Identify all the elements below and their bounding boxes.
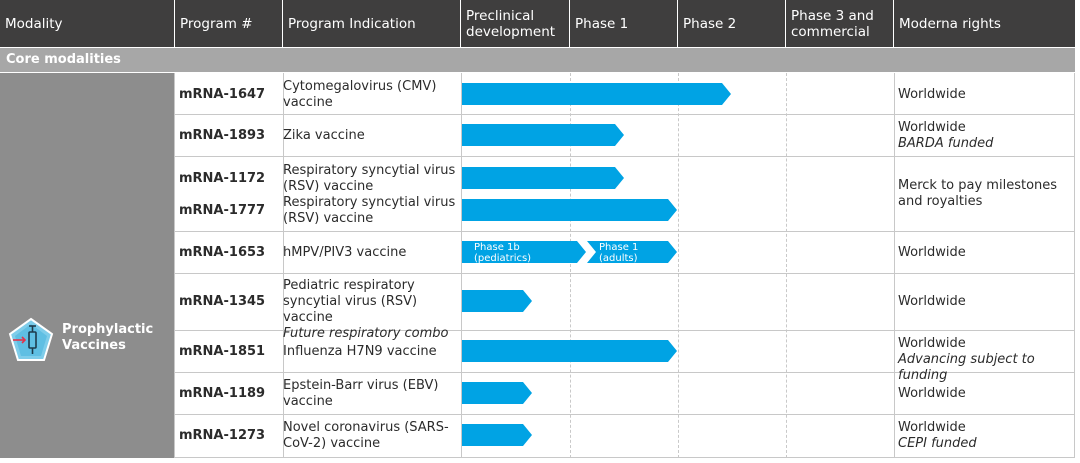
header-phase2: Phase 2	[678, 0, 786, 47]
indication-text: Novel coronavirus (SARS-CoV-2) vaccine	[283, 420, 449, 451]
row-divider	[174, 457, 1075, 458]
progress-bar	[462, 124, 624, 146]
progress-bar-segment	[462, 241, 586, 263]
rights-note: CEPI funded	[898, 436, 977, 451]
bar-label: Phase 1 (adults)	[599, 242, 639, 264]
program-indication: Respiratory syncytial virus (RSV) vaccin…	[283, 195, 461, 227]
program-number: mRNA-1851	[179, 344, 266, 359]
header-phase1: Phase 1	[570, 0, 678, 47]
row-divider	[174, 231, 1075, 232]
column-divider	[174, 73, 175, 458]
program-indication: Pediatric respiratory syncytial virus (R…	[283, 278, 461, 342]
program-number: mRNA-1273	[179, 428, 266, 443]
column-divider	[1074, 73, 1075, 458]
rights-note: Advancing subject to funding	[898, 352, 1035, 383]
program-indication: Novel coronavirus (SARS-CoV-2) vaccine	[283, 420, 461, 452]
program-indication: Respiratory syncytial virus (RSV) vaccin…	[283, 163, 461, 195]
rights-text: Worldwide BARDA funded	[898, 120, 1073, 152]
indication-text: Zika vaccine	[283, 128, 365, 143]
program-indication: hMPV/PIV3 vaccine	[283, 245, 461, 261]
indication-text: Respiratory syncytial virus (RSV) vaccin…	[283, 195, 456, 226]
row-divider	[174, 156, 1075, 157]
rights-text: Worldwide CEPI funded	[898, 420, 1073, 452]
rights-note: BARDA funded	[898, 136, 994, 151]
indication-text: Respiratory syncytial virus (RSV) vaccin…	[283, 163, 456, 194]
program-number: mRNA-1653	[179, 245, 266, 260]
program-number: mRNA-1777	[179, 203, 266, 218]
indication-text: hMPV/PIV3 vaccine	[283, 245, 407, 260]
progress-bar	[462, 83, 731, 105]
column-divider	[894, 73, 895, 458]
header-indication: Program Indication	[283, 0, 461, 47]
indication-note: Future respiratory combo	[283, 326, 449, 341]
program-number: mRNA-1189	[179, 386, 266, 401]
progress-bar	[462, 340, 677, 362]
indication-text: Epstein-Barr virus (EBV) vaccine	[283, 378, 439, 409]
rights-text: Merck to pay milestones and royalties	[898, 178, 1058, 209]
column-divider	[461, 73, 462, 458]
program-indication: Cytomegalovirus (CMV) vaccine	[283, 79, 461, 111]
progress-bar	[462, 199, 677, 221]
row-divider	[174, 273, 1075, 274]
row-divider	[174, 414, 1075, 415]
row-divider	[174, 330, 1075, 331]
rights-main: Worldwide	[898, 336, 966, 351]
header-modality: Modality	[0, 0, 175, 47]
phase-divider	[678, 73, 679, 458]
modality-label: Prophylactic Vaccines	[62, 322, 154, 353]
table-header: Modality Program # Program Indication Pr…	[0, 0, 1075, 47]
progress-bar	[462, 382, 532, 404]
row-divider	[174, 372, 1075, 373]
rights-main: Worldwide	[898, 420, 966, 435]
section-core-modalities: Core modalities	[0, 48, 1075, 72]
program-number: mRNA-1647	[179, 87, 266, 102]
phase-divider	[570, 73, 571, 458]
indication-text: Cytomegalovirus (CMV) vaccine	[283, 79, 437, 110]
program-number: mRNA-1345	[179, 294, 266, 309]
indication-text: Influenza H7N9 vaccine	[283, 344, 437, 359]
rights-main: Worldwide	[898, 120, 966, 135]
modality-cell: Prophylactic Vaccines	[0, 73, 174, 458]
rights-text: Worldwide	[898, 245, 966, 260]
row-divider	[174, 114, 1075, 115]
phase-divider	[786, 73, 787, 458]
program-number: mRNA-1172	[179, 171, 266, 186]
bar-label: Phase 1b (pediatrics)	[474, 242, 532, 264]
rights-text: Worldwide	[898, 87, 966, 102]
rights-text: Worldwide	[898, 386, 966, 401]
indication-text: Pediatric respiratory syncytial virus (R…	[283, 278, 418, 325]
progress-bar	[462, 424, 532, 446]
rights-text: Worldwide	[898, 294, 966, 309]
progress-bar	[462, 290, 532, 312]
row-divider	[174, 194, 894, 195]
program-indication: Epstein-Barr virus (EBV) vaccine	[283, 378, 461, 410]
program-indication: Influenza H7N9 vaccine	[283, 344, 461, 360]
header-program: Program #	[175, 0, 283, 47]
header-phase3: Phase 3 and commercial	[786, 0, 894, 47]
program-indication: Zika vaccine	[283, 128, 461, 144]
progress-bar	[462, 167, 624, 189]
syringe-pentagon-icon	[8, 317, 54, 361]
program-number: mRNA-1893	[179, 128, 266, 143]
progress-bar-segment	[587, 241, 677, 263]
rights-text: Worldwide Advancing subject to funding	[898, 336, 1073, 384]
header-rights: Moderna rights	[899, 15, 1001, 32]
header-preclinical: Preclinical development	[461, 0, 570, 47]
column-divider	[283, 73, 284, 458]
